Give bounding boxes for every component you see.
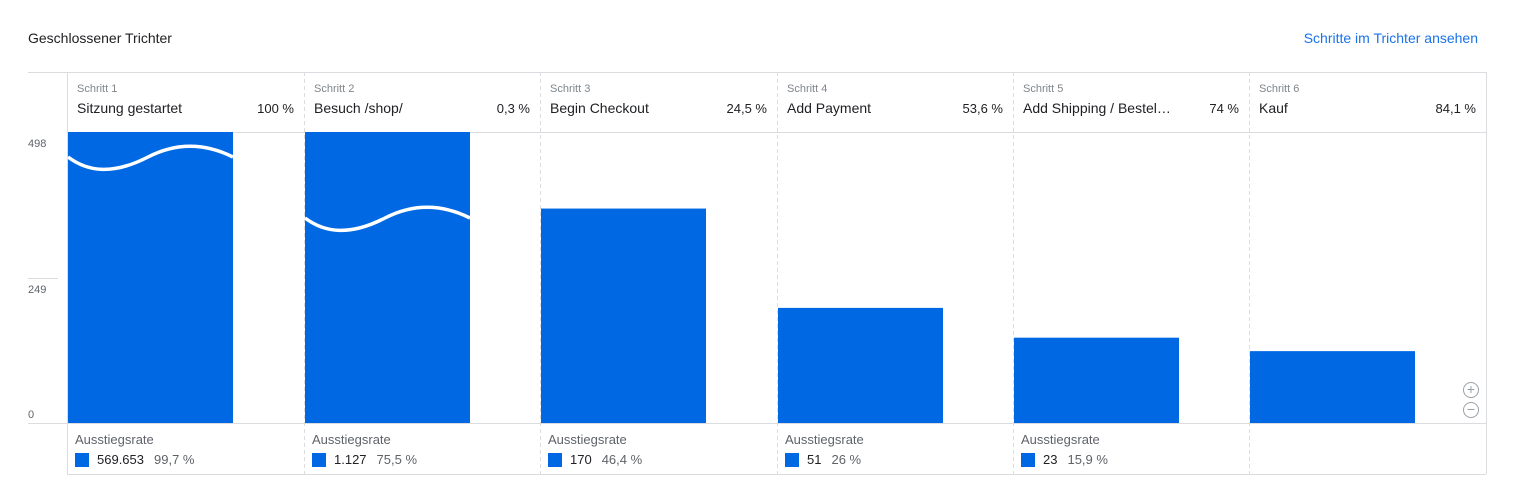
legend-swatch: [548, 452, 562, 467]
step-percent: 0,3 %: [496, 101, 530, 116]
step-number: Schritt 2: [314, 83, 355, 95]
step-number: Schritt 5: [1023, 83, 1064, 95]
dropoff-count: 23: [1043, 452, 1058, 467]
dropoff-row: 1.127 75,5 %: [312, 452, 417, 467]
step-header: Schritt 2 Besuch /shop/0,3 %: [304, 82, 540, 132]
step-label: Besuch /shop/: [314, 100, 403, 116]
step-label: Add Shipping / Bestella…: [1023, 100, 1173, 116]
step-percent: 53,6 %: [962, 101, 1003, 116]
axis-break-wave: [303, 205, 471, 233]
funnel-bar: [778, 307, 943, 423]
funnel-bar: [1250, 351, 1415, 423]
dropoff-cell: Ausstiegsrate 170 46,4 %: [548, 432, 642, 467]
dropoff-rate: 75,5 %: [376, 452, 418, 467]
funnel-bar: [541, 208, 706, 423]
step-label: Add Payment: [787, 100, 872, 116]
step-label: Begin Checkout: [550, 100, 649, 116]
dropoff-label: Ausstiegsrate: [785, 432, 864, 447]
chart-title: Geschlossener Trichter: [28, 30, 172, 46]
step-number: Schritt 1: [77, 83, 118, 95]
legend-swatch: [312, 452, 326, 467]
dropoff-cell: Ausstiegsrate 23 15,9 %: [1021, 432, 1108, 467]
dropoff-label: Ausstiegsrate: [548, 432, 627, 447]
zoom-in-icon[interactable]: +: [1463, 382, 1479, 398]
funnel-bar: [1014, 337, 1179, 423]
view-funnel-steps-link[interactable]: Schritte im Trichter ansehen: [1303, 30, 1478, 46]
dropoff-rate: 15,9 %: [1067, 452, 1108, 467]
step-number: Schritt 6: [1259, 83, 1300, 95]
step-percent: 84,1 %: [1435, 101, 1476, 116]
legend-swatch: [1021, 452, 1035, 467]
funnel-bar: [305, 132, 470, 423]
dropoff-label: Ausstiegsrate: [1021, 432, 1100, 447]
legend-swatch: [75, 452, 89, 467]
y-tick-top: 498: [28, 138, 47, 150]
dropoff-cell: Ausstiegsrate 51 26 %: [785, 432, 864, 467]
step-row: Add Shipping / Bestella… 74 %: [1023, 100, 1239, 116]
y-tick-zero: 0: [28, 409, 35, 421]
step-row: Add Payment 53,6 %: [787, 100, 1003, 116]
zoom-out-icon[interactable]: −: [1463, 402, 1479, 418]
step-number: Schritt 3: [550, 83, 591, 95]
step-row: Besuch /shop/0,3 %: [314, 100, 530, 116]
dropoff-label: Ausstiegsrate: [75, 432, 154, 447]
step-number: Schritt 4: [787, 83, 828, 95]
dropoff-label: Ausstiegsrate: [312, 432, 391, 447]
step-header: Schritt 5 Add Shipping / Bestella… 74 %: [1013, 82, 1249, 132]
dropoff-count: 51: [807, 452, 822, 467]
step-row: Sitzung gestartet 100 %: [77, 100, 294, 116]
step-row: Begin Checkout 24,5 %: [550, 100, 767, 116]
dropoff-cell: Ausstiegsrate 1.127 75,5 %: [312, 432, 417, 467]
dropoff-row: 23 15,9 %: [1021, 452, 1108, 467]
legend-swatch: [785, 452, 799, 467]
step-label: Kauf: [1259, 100, 1288, 116]
dropoff-row: 51 26 %: [785, 452, 864, 467]
step-header: Schritt 4 Add Payment 53,6 %: [777, 82, 1013, 132]
dropoff-rate: 99,7 %: [154, 452, 195, 467]
step-header: Schritt 3 Begin Checkout 24,5 %: [540, 82, 777, 132]
dropoff-count: 170: [570, 452, 592, 467]
dropoff-row: 170 46,4 %: [548, 452, 642, 467]
step-percent: 24,5 %: [726, 101, 767, 116]
dropoff-rate: 26 %: [831, 452, 862, 467]
dropoff-row: 569.653 99,7 %: [75, 452, 194, 467]
step-row: Kauf 84,1 %: [1259, 100, 1476, 116]
dropoff-cell: Ausstiegsrate 569.653 99,7 %: [75, 432, 194, 467]
step-percent: 74 %: [1209, 101, 1239, 116]
step-percent: 100 %: [257, 101, 294, 116]
step-label: Sitzung gestartet: [77, 100, 183, 116]
dropoff-rate: 46,4 %: [601, 452, 643, 467]
step-header: Schritt 1 Sitzung gestartet 100 %: [67, 82, 304, 132]
dropoff-count: 569.653: [97, 452, 144, 467]
dropoff-count: 1.127: [334, 452, 367, 467]
step-header: Schritt 6 Kauf 84,1 %: [1249, 82, 1486, 132]
funnel-bar: [68, 132, 233, 423]
y-tick-mid: 249: [28, 284, 47, 296]
axis-break-wave: [66, 144, 234, 172]
